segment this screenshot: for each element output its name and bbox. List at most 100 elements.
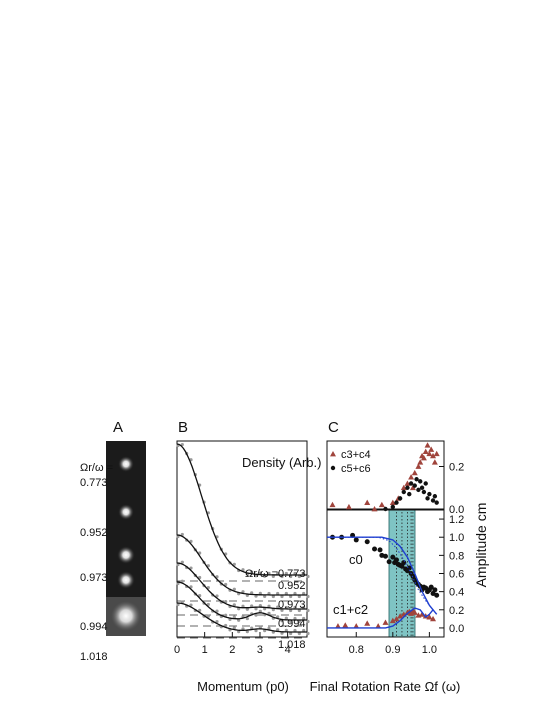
fit-curve (176, 562, 307, 610)
data-point (241, 590, 245, 594)
c12-point (422, 613, 429, 619)
data-point (241, 627, 245, 631)
c5c6-point (414, 477, 419, 482)
c3c4-point (411, 469, 418, 476)
c0-point (386, 559, 392, 565)
data-point (289, 574, 293, 579)
legend-label-c3c4: c3+c4 (341, 449, 371, 461)
data-point (180, 579, 184, 583)
image-spot-2 (118, 504, 134, 520)
data-point (245, 616, 249, 621)
panel-letter-a: A (113, 419, 123, 436)
c3c4-point (400, 484, 407, 491)
c3c4-point (389, 499, 396, 506)
c3c4-point (431, 459, 438, 465)
c12-point (382, 619, 389, 625)
data-point (189, 603, 193, 607)
data-point (258, 591, 262, 595)
data-point (245, 607, 249, 611)
data-point (284, 628, 288, 632)
data-point (232, 615, 236, 619)
c0-label: c0 (349, 552, 363, 567)
data-point (302, 616, 306, 621)
data-point (258, 625, 262, 629)
c3c4-point (430, 452, 437, 459)
c0-point (393, 557, 399, 563)
c12-point (419, 611, 426, 617)
c0-point (364, 539, 370, 545)
panel-c-x-axis-label: Final Rotation Rate Ωf (ω) (310, 679, 461, 694)
c3c4-point (424, 442, 431, 448)
data-point (232, 587, 236, 591)
data-point (284, 571, 288, 576)
fit-curve (176, 443, 307, 576)
panel-b-x-tick-label: 4 (285, 644, 291, 656)
data-point (267, 611, 271, 615)
c12-point (375, 623, 382, 629)
data-point (276, 628, 280, 632)
c3c4-point (409, 484, 416, 491)
fit-curve (176, 581, 307, 621)
data-point (263, 574, 267, 578)
data-point (306, 574, 310, 579)
c5c6-point (434, 500, 439, 505)
data-point (293, 571, 297, 576)
data-point (276, 605, 280, 609)
legend-label-c5c6: c5+c6 (341, 463, 371, 475)
c3c4-point (329, 501, 336, 508)
curve-rate-label: 1.018 (278, 639, 306, 651)
panel-b-x-tick-label: 2 (229, 644, 235, 656)
c5c6-point (425, 496, 430, 501)
rate-label-4: 0.994 (80, 621, 108, 633)
c0-point (434, 592, 440, 598)
panel-c-bottom-y-tick-label: 0.8 (449, 550, 464, 562)
data-point (284, 591, 288, 596)
rate-label-2: 0.952 (80, 527, 108, 539)
panel-c-bottom-y-tick-label: 0.4 (449, 587, 464, 599)
data-point (302, 591, 306, 596)
data-point (302, 605, 306, 610)
panel-c-bottom-y-tick-label: 0.0 (449, 623, 464, 635)
data-point (206, 614, 210, 618)
data-point (215, 609, 219, 613)
data-point (280, 594, 284, 599)
data-point (297, 608, 301, 613)
c5c6-point (427, 491, 432, 497)
data-point (284, 605, 288, 610)
data-point (289, 631, 293, 636)
data-point (245, 630, 249, 634)
legend-marker-c3c4 (330, 451, 336, 457)
c3c4-point (345, 503, 352, 510)
rate-label-5: 1.018 (80, 651, 108, 663)
c12-point (430, 615, 437, 622)
panel-c-bottom-y-tick-label: 0.6 (449, 569, 464, 581)
data-point (263, 594, 267, 598)
c0-theory-line (327, 536, 438, 615)
panel-c-top-y-tick-label: 0.2 (449, 462, 464, 474)
c12-label: c1+c2 (333, 602, 368, 617)
fit-curve (176, 602, 307, 633)
data-point (224, 623, 228, 628)
data-point (297, 594, 301, 599)
c12-point (342, 622, 349, 628)
c3c4-point (408, 474, 415, 480)
data-point (276, 591, 280, 596)
image-spot-5 (111, 601, 141, 631)
rate-label-3: 0.973 (80, 572, 108, 584)
curve-rate-label: Ωr/ω =0.773 (245, 568, 306, 580)
data-point (289, 608, 293, 613)
panel-letter-b: B (178, 419, 188, 436)
panel-c-chart: 0.0 0.2 0.0 0.2 0.4 0.6 0.8 1.0 1.2 0.8 0.9 1.0 c3+c… (310, 440, 489, 694)
data-point (306, 608, 310, 613)
c12-point (389, 617, 396, 624)
c5c6-point (421, 489, 427, 495)
data-point (180, 442, 184, 447)
panel-a-images (106, 441, 146, 636)
c12-point (393, 615, 400, 622)
data-point (293, 605, 297, 610)
data-point (276, 571, 280, 576)
data-point (180, 532, 184, 537)
c12-point (353, 623, 360, 629)
data-point (241, 568, 245, 572)
data-point (267, 571, 271, 575)
